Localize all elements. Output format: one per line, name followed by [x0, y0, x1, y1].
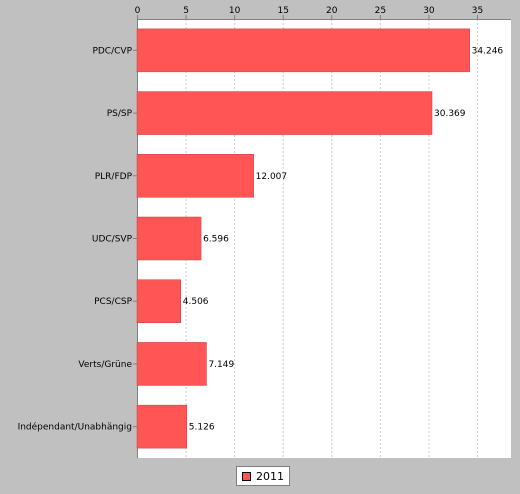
x-tick-label: 15 — [277, 6, 288, 16]
bar — [136, 216, 202, 261]
x-tick-label: 20 — [326, 6, 338, 16]
legend-swatch — [242, 471, 251, 481]
data-label: 6.596 — [203, 235, 229, 245]
data-label: 7.149 — [208, 360, 234, 370]
bar — [136, 91, 433, 135]
x-tick-label: 25 — [375, 6, 386, 16]
bar — [136, 154, 254, 198]
legend: 2011 — [236, 466, 290, 486]
data-label: 5.126 — [189, 423, 215, 433]
bar — [136, 342, 207, 386]
x-tick-label: 5 — [183, 6, 189, 16]
category-label: PDC/CVP — [92, 46, 132, 56]
category-label: UDC/SVP — [92, 235, 133, 245]
data-label: 30.369 — [434, 109, 466, 119]
data-label: 12.007 — [256, 172, 288, 182]
category-label: PCS/CSP — [94, 297, 132, 307]
x-tick-label: 30 — [423, 6, 435, 16]
bar — [136, 404, 188, 449]
legend-label: 2011 — [256, 469, 284, 483]
data-label: 34.246 — [472, 46, 504, 56]
x-tick-label: 35 — [472, 6, 483, 16]
category-label: Verts/Grüne — [78, 360, 132, 370]
x-tick-label: 10 — [229, 6, 241, 16]
x-tick-label: 0 — [135, 6, 141, 16]
bar — [136, 28, 470, 73]
data-label: 4.506 — [183, 297, 209, 307]
category-label: Indépendant/Unabhängig — [18, 422, 132, 433]
category-label: PS/SP — [107, 109, 133, 119]
bar — [136, 279, 182, 323]
category-label: PLR/FDP — [95, 172, 133, 182]
